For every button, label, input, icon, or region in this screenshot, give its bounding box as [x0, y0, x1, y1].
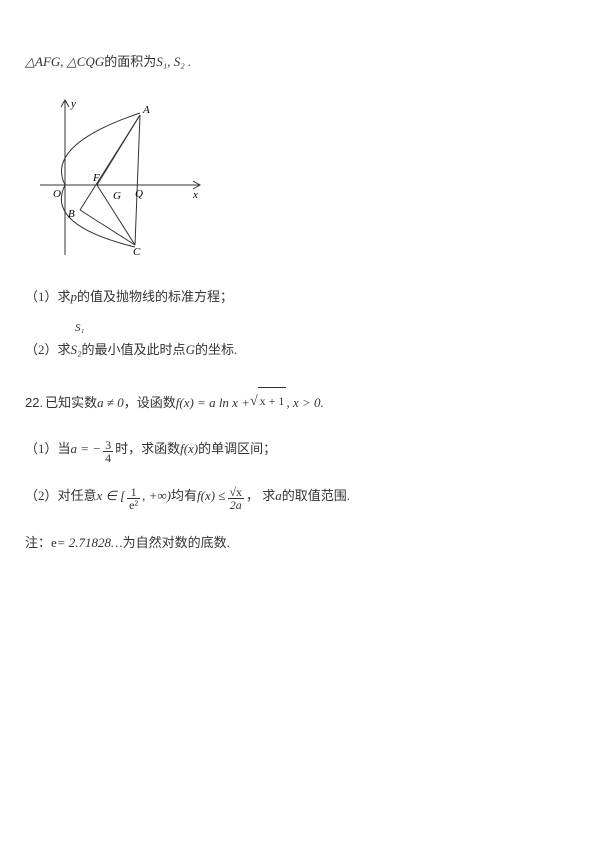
q22-2-text1: 均有 — [171, 482, 197, 511]
q22-2-ineq-lhs: f(x) ≤ — [197, 482, 225, 511]
label-F: F — [92, 172, 100, 184]
q1-2-mid: 的最小值及此时点 — [82, 336, 186, 365]
q22-text1: 已知实数 — [45, 389, 97, 418]
q22-part1: （1）当 a = − 3 4 时，求函数 f(x) 的单调区间； — [25, 435, 570, 464]
q1-2-prefix: （2）求 — [25, 336, 71, 365]
label-O: O — [53, 188, 61, 200]
frac-sqrtx-2a: √x 2a — [227, 486, 244, 511]
sqrt-x-plus-1: √x + 1 — [250, 387, 286, 418]
q22-1-fx: f(x) — [180, 435, 198, 464]
intro-line: △AFG, △CQG 的面积为 S₁, S₂ . — [25, 48, 570, 77]
q22-text2: ，设函数 — [124, 389, 176, 418]
var-g: G — [186, 336, 195, 365]
label-y: y — [70, 98, 76, 110]
sub-q1-2: （2）求 S₂ 的最小值及此时点 G 的坐标. — [25, 336, 570, 365]
note-line: 注：e = 2.71828… 为自然对数的底数. — [25, 529, 570, 558]
q22-stem: 22. 已知实数 a ≠ 0 ，设函数 f(x) = a ln x + √x +… — [25, 387, 570, 418]
text-area-is: 的面积为 — [104, 48, 156, 77]
q22-2-domain-pre: x ∈ [ — [97, 482, 126, 511]
frac-3-4: 3 4 — [103, 439, 113, 464]
q22-1-text1: 时，求函数 — [115, 435, 180, 464]
label-x: x — [192, 189, 198, 201]
triangle-notation: △AFG, △CQG — [25, 48, 104, 77]
q22-2-text2: ， 求 — [246, 482, 275, 511]
s1-s2: S₁, S₂ . — [156, 48, 191, 77]
label-Q: Q — [135, 188, 143, 200]
q22-cond: a ≠ 0 — [97, 389, 124, 418]
parabola-figure: y x O A B C F G Q — [35, 95, 570, 266]
q22-tail: , x > 0. — [286, 389, 323, 418]
q1-1-suffix: 的值及抛物线的标准方程； — [77, 283, 233, 312]
q22-number: 22. — [25, 389, 43, 418]
q22-1-lhs: a = − — [71, 435, 102, 464]
q22-2-suffix: 的取值范围. — [282, 482, 350, 511]
q1-2-suffix: 的坐标. — [195, 336, 237, 365]
var-s2: S₂ — [71, 336, 82, 365]
sub-q1-1: （1）求 p 的值及抛物线的标准方程； — [25, 283, 570, 312]
q22-2-prefix: （2）对任意 — [25, 482, 97, 511]
q22-func: f(x) = a ln x + — [176, 389, 250, 418]
label-A: A — [142, 104, 150, 116]
note-approx: = 2.71828… — [57, 529, 123, 558]
frac-1-e2: 1 e² — [127, 486, 140, 511]
q22-part2: （2）对任意 x ∈ [ 1 e² , +∞) 均有 f(x) ≤ √x 2a … — [25, 482, 570, 511]
q1-1-prefix: （1）求 — [25, 283, 71, 312]
q22-1-suffix: 的单调区间； — [198, 435, 276, 464]
label-B: B — [68, 208, 75, 220]
q22-1-prefix: （1）当 — [25, 435, 71, 464]
label-C: C — [133, 246, 141, 255]
note-text1: 注：e — [25, 529, 57, 558]
note-text2: 为自然对数的底数. — [123, 529, 230, 558]
label-G: G — [113, 190, 121, 202]
figure-svg: y x O A B C F G Q — [35, 95, 205, 255]
q22-2-domain-post: , +∞) — [142, 482, 171, 511]
